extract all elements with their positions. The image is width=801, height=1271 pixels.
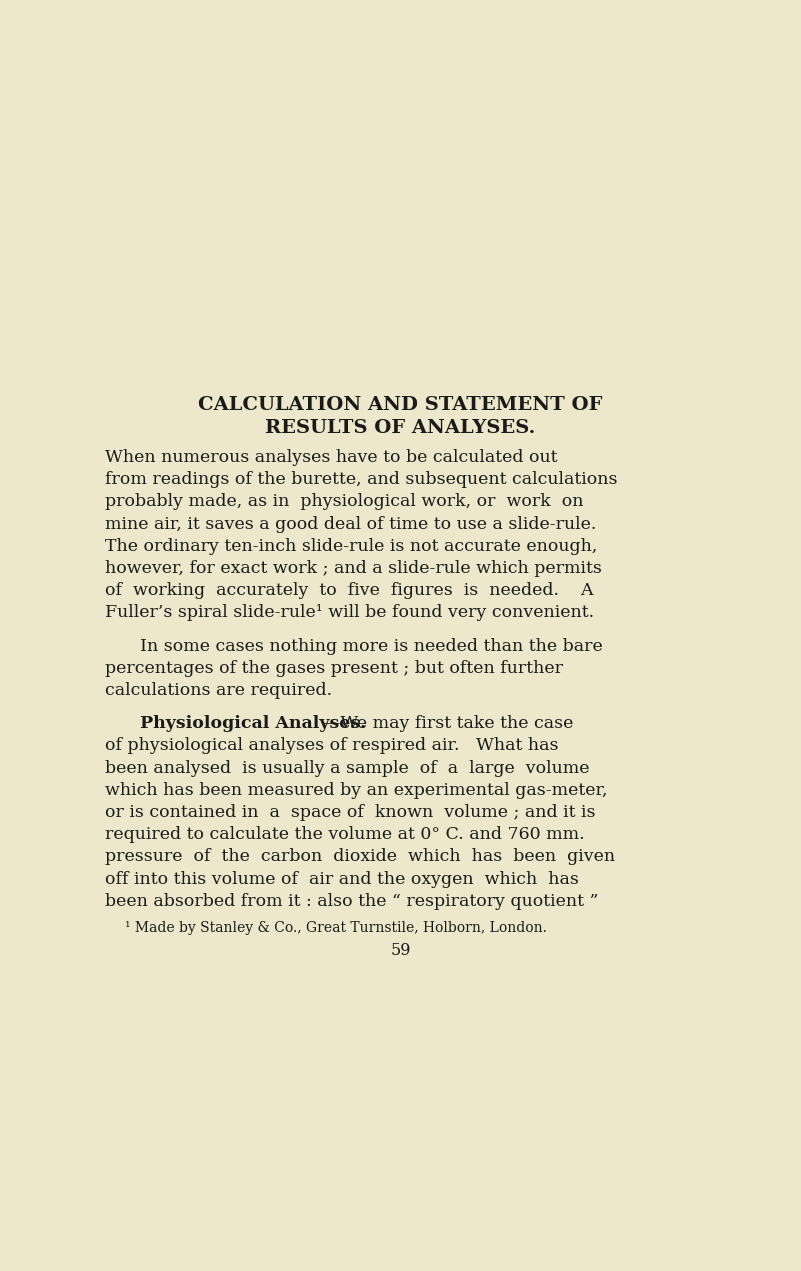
Text: —We may first take the case: —We may first take the case — [323, 716, 574, 732]
Text: ¹ Made by Stanley & Co., Great Turnstile, Holborn, London.: ¹ Made by Stanley & Co., Great Turnstile… — [125, 920, 547, 934]
Text: probably made, as in  physiological work, or  work  on: probably made, as in physiological work,… — [105, 493, 583, 511]
Text: 59: 59 — [390, 942, 411, 958]
Text: calculations are required.: calculations are required. — [105, 683, 332, 699]
Text: required to calculate the volume at 0° C. and 760 mm.: required to calculate the volume at 0° C… — [105, 826, 585, 843]
Text: been absorbed from it : also the “ respiratory quotient ”: been absorbed from it : also the “ respi… — [105, 892, 598, 910]
Text: When numerous analyses have to be calculated out: When numerous analyses have to be calcul… — [105, 449, 557, 466]
Text: Physiological Analyses.: Physiological Analyses. — [140, 716, 366, 732]
Text: mine air, it saves a good deal of time to use a slide-rule.: mine air, it saves a good deal of time t… — [105, 516, 597, 533]
Text: pressure  of  the  carbon  dioxide  which  has  been  given: pressure of the carbon dioxide which has… — [105, 849, 615, 866]
Text: Fuller’s spiral slide-rule¹ will be found very convenient.: Fuller’s spiral slide-rule¹ will be foun… — [105, 605, 594, 622]
Text: percentages of the gases present ; but often further: percentages of the gases present ; but o… — [105, 660, 563, 676]
Text: In some cases nothing more is needed than the bare: In some cases nothing more is needed tha… — [140, 638, 602, 655]
Text: or is contained in  a  space of  known  volume ; and it is: or is contained in a space of known volu… — [105, 805, 595, 821]
Text: of  working  accurately  to  five  figures  is  needed.    A: of working accurately to five figures is… — [105, 582, 594, 599]
Text: The ordinary ten-inch slide-rule is not accurate enough,: The ordinary ten-inch slide-rule is not … — [105, 538, 598, 555]
Text: off into this volume of  air and the oxygen  which  has: off into this volume of air and the oxyg… — [105, 871, 579, 887]
Text: from readings of the burette, and subsequent calculations: from readings of the burette, and subseq… — [105, 472, 618, 488]
Text: however, for exact work ; and a slide-rule which permits: however, for exact work ; and a slide-ru… — [105, 561, 602, 577]
Text: RESULTS OF ANALYSES.: RESULTS OF ANALYSES. — [265, 419, 536, 437]
Text: of physiological analyses of respired air.   What has: of physiological analyses of respired ai… — [105, 737, 558, 755]
Text: which has been measured by an experimental gas-meter,: which has been measured by an experiment… — [105, 782, 607, 798]
Text: CALCULATION AND STATEMENT OF: CALCULATION AND STATEMENT OF — [199, 397, 602, 414]
Text: been analysed  is usually a sample  of  a  large  volume: been analysed is usually a sample of a l… — [105, 760, 590, 777]
